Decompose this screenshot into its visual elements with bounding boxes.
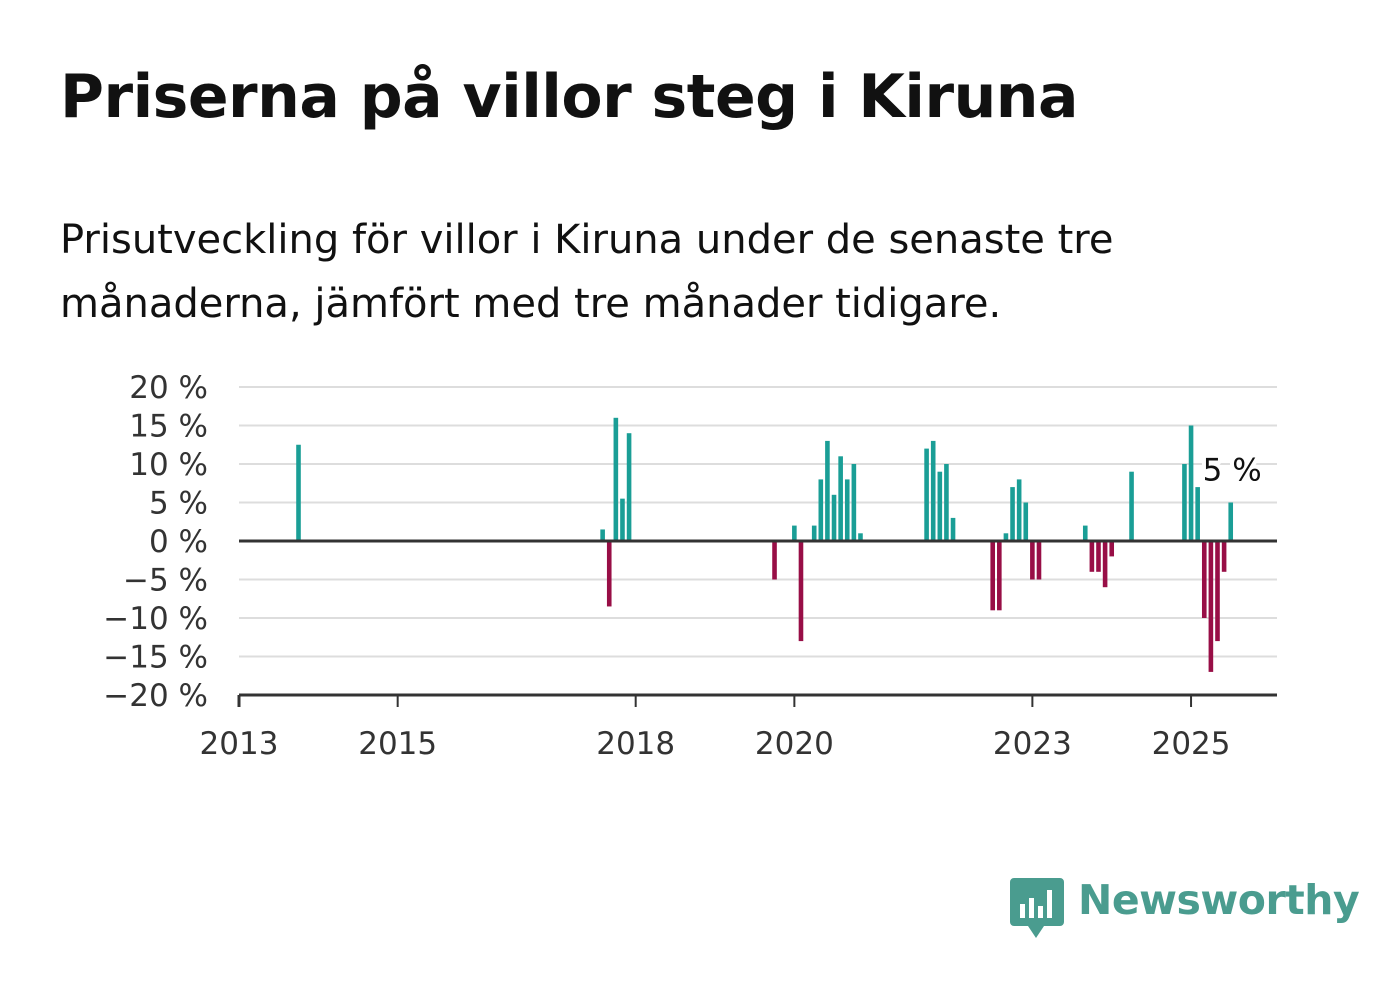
bar <box>1003 533 1009 541</box>
bar <box>772 541 777 580</box>
bar <box>1228 502 1234 541</box>
bar <box>620 498 625 541</box>
bar <box>1036 541 1042 580</box>
y-tick-label: 20 % <box>129 370 208 406</box>
bar <box>1096 541 1101 572</box>
axes <box>237 539 1277 707</box>
bar <box>1188 425 1194 541</box>
bar <box>858 533 863 541</box>
bar <box>1016 479 1022 541</box>
bar <box>944 464 949 541</box>
bar <box>1030 541 1035 580</box>
bar <box>1208 541 1214 672</box>
y-tick-label: 5 % <box>149 486 208 522</box>
chart-title: Priserna på villor steg i Kiruna <box>60 62 1079 132</box>
last-value-label-halo: 5 % <box>1203 453 1262 489</box>
newsworthy-logo-text: Newsworthy <box>1078 876 1360 924</box>
chart-subtitle: Prisutveckling för villor i Kiruna under… <box>60 217 1114 327</box>
bar <box>831 494 837 541</box>
x-tick-label: 2015 <box>358 726 437 762</box>
bar <box>613 417 619 541</box>
bar <box>818 479 824 541</box>
bar <box>1089 541 1095 572</box>
bar <box>997 541 1002 611</box>
bar <box>1215 541 1220 642</box>
x-tick-label: 2013 <box>200 726 279 762</box>
y-tick-label: 0 % <box>149 524 208 560</box>
y-tick-label: −20 % <box>103 678 208 714</box>
bars <box>296 417 1234 672</box>
y-tick-label: 15 % <box>129 409 208 445</box>
bar <box>851 464 857 541</box>
bar <box>626 433 632 541</box>
bar <box>950 517 956 541</box>
bar <box>1221 541 1227 572</box>
newsworthy-logo: Newsworthy <box>1010 876 1360 944</box>
bar <box>825 440 830 541</box>
bar <box>990 541 996 611</box>
y-tick-label: −5 % <box>123 563 208 599</box>
bar <box>296 444 301 541</box>
bar <box>1201 541 1207 618</box>
y-tick-label: −15 % <box>103 640 208 676</box>
bar <box>600 529 605 541</box>
bar <box>1102 541 1108 588</box>
bar <box>844 479 850 541</box>
y-tick-label: −10 % <box>103 601 208 637</box>
bar <box>1082 525 1088 541</box>
tick-labels: −20 %−15 %−10 %−5 %0 %5 %10 %15 %20 %201… <box>103 370 1265 762</box>
x-tick-label: 2023 <box>993 726 1072 762</box>
bar <box>606 541 612 607</box>
bar <box>1023 502 1029 541</box>
price-change-bar-chart: −20 %−15 %−10 %−5 %0 %5 %10 %15 %20 %201… <box>103 370 1277 762</box>
bar <box>798 541 804 642</box>
bar <box>1195 487 1200 541</box>
bar <box>811 525 817 541</box>
bar <box>792 525 797 541</box>
gridlines <box>239 386 1277 658</box>
bar <box>838 456 843 541</box>
x-tick-label: 2025 <box>1152 726 1231 762</box>
bar <box>1182 464 1187 541</box>
bar <box>930 440 936 541</box>
bar <box>1129 471 1134 541</box>
y-tick-label: 10 % <box>129 447 208 483</box>
x-tick-label: 2020 <box>755 726 834 762</box>
bar <box>1010 487 1015 541</box>
last-value-label: 5 % <box>1203 453 1262 489</box>
bar <box>1109 541 1115 557</box>
x-tick-label: 2018 <box>596 726 675 762</box>
newsworthy-logo-icon <box>1010 878 1064 938</box>
bar <box>937 471 943 541</box>
bar <box>924 448 929 541</box>
